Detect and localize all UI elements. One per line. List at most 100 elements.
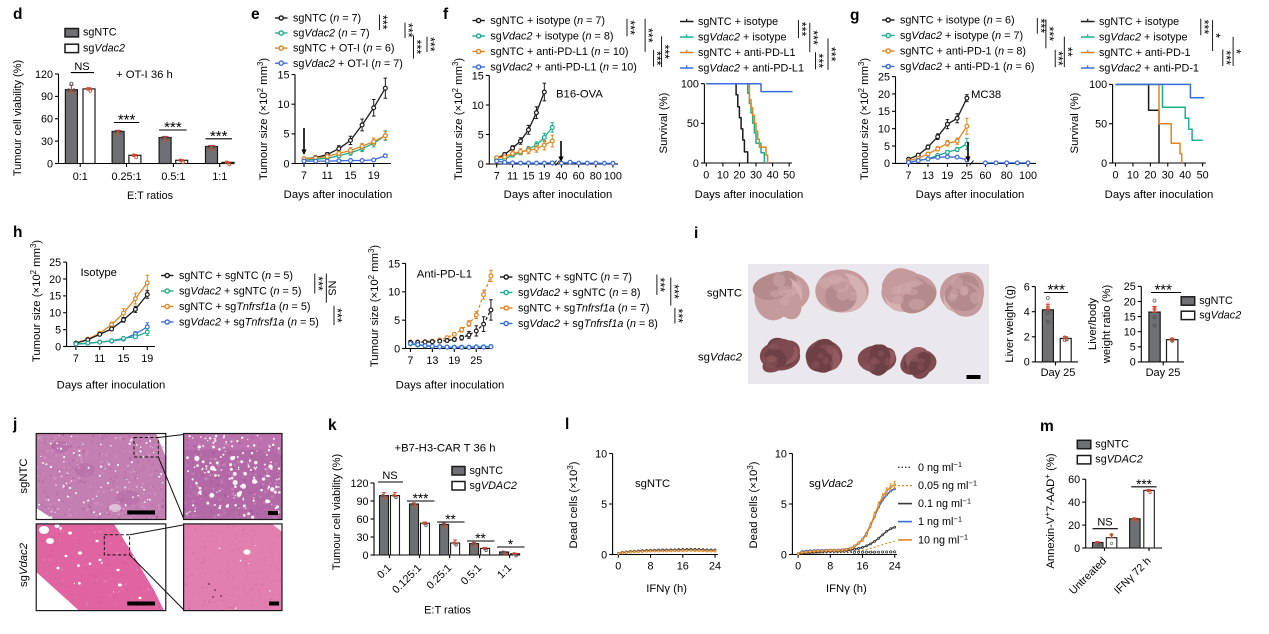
svg-text:5: 5 [781,499,787,511]
svg-text:NS: NS [74,61,89,73]
svg-text:8: 8 [648,561,654,573]
svg-text:sgNTC: sgNTC [1199,295,1233,307]
svg-text:sgNTC + isotype: sgNTC + isotype [698,16,778,28]
svg-text:weight ratio (%): weight ratio (%) [1101,285,1113,365]
svg-text:19: 19 [448,355,460,367]
svg-text:0: 0 [1024,357,1030,369]
svg-text:19: 19 [538,171,550,183]
svg-text:0: 0 [394,343,400,355]
svg-text:***: *** [1154,282,1172,299]
svg-text:5: 5 [478,129,484,141]
svg-text:Tumour cell viability (%): Tumour cell viability (%) [331,454,343,570]
svg-text:5: 5 [601,499,607,511]
svg-text:19: 19 [368,170,380,182]
svg-text:11: 11 [322,170,333,182]
svg-text:sgNTC + isotype: sgNTC + isotype [1099,16,1179,28]
svg-text:***: *** [375,15,389,30]
svg-text:sgNTC + sgNTC (n = 5): sgNTC + sgNTC (n = 5) [179,270,293,282]
svg-text:Days after inoculation: Days after inoculation [504,189,613,201]
svg-text:10: 10 [472,100,484,112]
svg-text:0: 0 [781,549,787,561]
svg-text:***: *** [1033,19,1047,34]
svg-text:10: 10 [717,170,729,182]
svg-text:15: 15 [117,353,129,365]
svg-text:Days after inoculation: Days after inoculation [284,189,393,201]
svg-text:***: *** [1042,27,1056,42]
svg-text:15: 15 [388,258,400,270]
svg-text:sgVdac2 + isotype: sgVdac2 + isotype [1099,32,1188,44]
svg-text:0: 0 [615,561,621,573]
svg-text:0 ng ml−1: 0 ng ml−1 [918,460,962,474]
svg-text:sgNTC + anti-PD-L1: sgNTC + anti-PD-L1 [698,47,796,59]
svg-text:sgVdac2 + sgTnfrsf1a (n = 5): sgVdac2 + sgTnfrsf1a (n = 5) [179,317,319,329]
svg-text:***: *** [671,308,685,323]
svg-text:15: 15 [49,291,61,303]
svg-text:20: 20 [1144,170,1156,182]
svg-text:***: *** [1197,20,1211,35]
svg-text:IFNγ (h): IFNγ (h) [646,583,687,595]
svg-text:sgNTC: sgNTC [18,458,30,493]
svg-text:h: h [13,224,22,241]
svg-text:NS: NS [326,281,338,296]
svg-text:e: e [251,6,260,23]
svg-text:10: 10 [388,287,400,299]
svg-text:25: 25 [470,355,482,367]
svg-text:***: *** [118,112,136,129]
svg-text:sgVdac2 + anti-PD-1 (n = 6): sgVdac2 + anti-PD-1 (n = 6) [900,61,1034,73]
svg-text:Days after inoculation: Days after inoculation [57,380,166,392]
svg-text:0: 0 [362,550,368,562]
svg-text:24: 24 [889,561,901,573]
svg-text:10: 10 [775,448,787,460]
svg-text:sgNTC + sgTnfrsf1a (n = 7): sgNTC + sgTnfrsf1a (n = 7) [518,303,649,315]
svg-text:30: 30 [1162,170,1174,182]
svg-text:30: 30 [750,170,762,182]
svg-text:0: 0 [601,549,607,561]
svg-text:sgNTC + sgTnfrsf1a (n = 5): sgNTC + sgTnfrsf1a (n = 5) [179,301,310,313]
svg-text:***: *** [658,44,672,59]
svg-text:0: 0 [795,561,801,573]
svg-text:0: 0 [55,341,61,353]
svg-text:***: *** [806,30,820,45]
svg-text:100: 100 [1019,170,1037,182]
svg-text:Tumour size (×102 mm3): Tumour size (×102 mm3) [256,58,270,181]
svg-text:Liver weight (g): Liver weight (g) [1004,285,1016,362]
svg-text:0.1 ng ml−1: 0.1 ng ml−1 [918,496,971,510]
svg-text:100: 100 [1089,79,1107,91]
svg-text:Days after inoculation: Days after inoculation [695,189,804,201]
svg-text:0:1: 0:1 [73,171,88,183]
svg-text:5: 5 [394,315,400,327]
svg-text:Annexin-V+7-AAD+ (%): Annexin-V+7-AAD+ (%) [1043,453,1057,569]
svg-text:d: d [13,6,22,23]
svg-text:25: 25 [1124,281,1136,293]
svg-text:5: 5 [884,141,890,153]
svg-text:5: 5 [1130,342,1136,354]
svg-text:sgVdac2 + isotype (n = 8): sgVdac2 + isotype (n = 8) [490,31,613,43]
svg-text:Dead cells (×103): Dead cells (×103) [746,461,760,548]
svg-text:sgVdac2: sgVdac2 [1199,309,1241,321]
svg-text:4: 4 [1024,307,1030,319]
svg-text:5: 5 [283,129,289,141]
svg-text:sgVdac2 + isotype: sgVdac2 + isotype [698,32,787,44]
svg-text:50: 50 [1095,119,1107,131]
svg-text:***: *** [410,40,424,55]
svg-text:7: 7 [73,353,79,365]
svg-text:19: 19 [141,353,153,365]
svg-text:0: 0 [1074,543,1080,555]
svg-text:15: 15 [878,106,890,118]
svg-text:sgNTC: sgNTC [83,27,117,39]
svg-text:***: *** [812,54,826,69]
svg-text:k: k [328,417,337,434]
svg-text:sgNTC + isotype (n = 7): sgNTC + isotype (n = 7) [490,15,605,27]
svg-text:15: 15 [344,170,356,182]
svg-text:0: 0 [1101,158,1107,170]
svg-text:sgNTC: sgNTC [707,288,742,300]
svg-text:g: g [850,7,859,24]
svg-text:24: 24 [709,561,721,573]
svg-text:10: 10 [1124,327,1136,339]
svg-text:0.25:1: 0.25:1 [111,171,141,183]
svg-text:Tumour size (×102 mm3): Tumour size (×102 mm3) [857,58,871,181]
svg-text:Anti-PD-L1: Anti-PD-L1 [417,269,472,281]
svg-text:13: 13 [922,170,934,182]
svg-text:***: *** [164,119,182,136]
svg-text:sgVdac2: sgVdac2 [83,42,125,54]
